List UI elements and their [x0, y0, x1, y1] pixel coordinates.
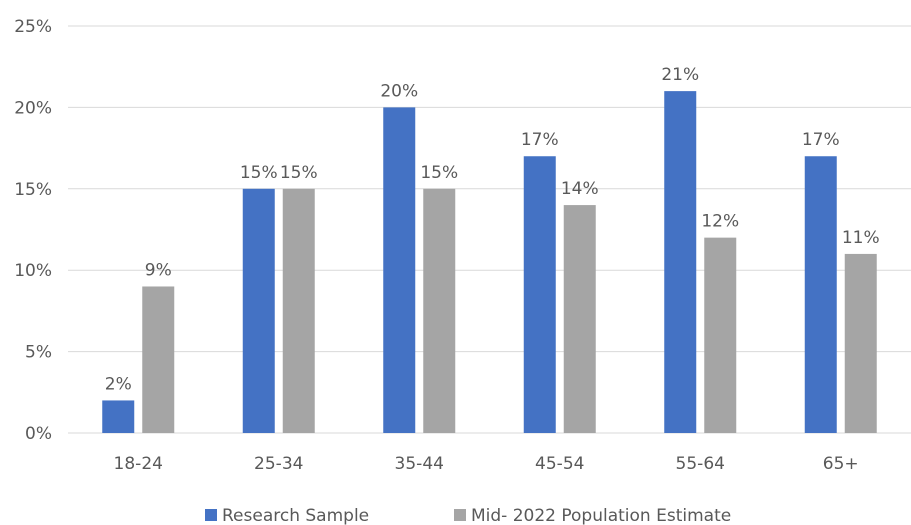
data-label: 9%: [145, 260, 172, 280]
bar-population-estimate: [423, 188, 456, 433]
data-label: 15%: [240, 163, 278, 183]
data-labels: 2%9%15% 15%20%15%17%14%21%12%17%11%: [105, 65, 880, 394]
data-label: 12%: [701, 212, 739, 232]
y-tick-label: 20%: [14, 98, 52, 118]
bar-research-sample: [523, 156, 556, 434]
gridlines: [68, 25, 911, 434]
bar-research-sample: [242, 188, 275, 433]
y-tick-label: 0%: [25, 424, 52, 444]
legend-swatch: [205, 509, 217, 521]
legend-label: Mid- 2022 Population Estimate: [471, 506, 731, 525]
bar-population-estimate: [142, 286, 175, 433]
bar-population-estimate: [844, 253, 877, 433]
bar-research-sample: [664, 91, 697, 434]
x-axis-ticks: 18-24 25-34 35-44 45-54 55-64 65+: [114, 454, 859, 474]
bar-research-sample: [804, 156, 837, 434]
x-tick-label: 65+: [823, 454, 859, 474]
data-label: 17%: [521, 130, 559, 150]
bar-population-estimate: [563, 205, 596, 433]
bars: [102, 91, 877, 434]
data-label: 14%: [561, 179, 599, 199]
y-axis-ticks: 0% 5% 10% 15% 20% 25%: [14, 17, 52, 444]
legend-label: Research Sample: [222, 506, 369, 525]
data-label: 20%: [380, 81, 418, 101]
y-tick-label: 15%: [14, 180, 52, 200]
x-tick-label: 55-64: [676, 454, 725, 474]
x-tick-label: 18-24: [114, 454, 163, 474]
bar-research-sample: [102, 400, 135, 433]
y-tick-label: 5%: [25, 343, 52, 363]
bar-population-estimate: [282, 188, 315, 433]
data-label: 15%: [280, 163, 318, 183]
x-tick-label: 35-44: [395, 454, 444, 474]
bar-population-estimate: [704, 237, 737, 433]
data-label: 17%: [802, 130, 840, 150]
data-label: 21%: [661, 65, 699, 85]
data-label: 15%: [420, 163, 458, 183]
x-tick-label: 45-54: [535, 454, 584, 474]
legend-swatch: [454, 509, 466, 521]
data-label: 2%: [105, 374, 132, 394]
y-tick-label: 25%: [14, 17, 52, 37]
y-tick-label: 10%: [14, 261, 52, 281]
bar-research-sample: [383, 107, 416, 434]
x-tick-label: 25-34: [254, 454, 303, 474]
data-label: 11%: [842, 228, 880, 248]
legend: Research Sample Mid- 2022 Population Esti…: [205, 506, 731, 525]
